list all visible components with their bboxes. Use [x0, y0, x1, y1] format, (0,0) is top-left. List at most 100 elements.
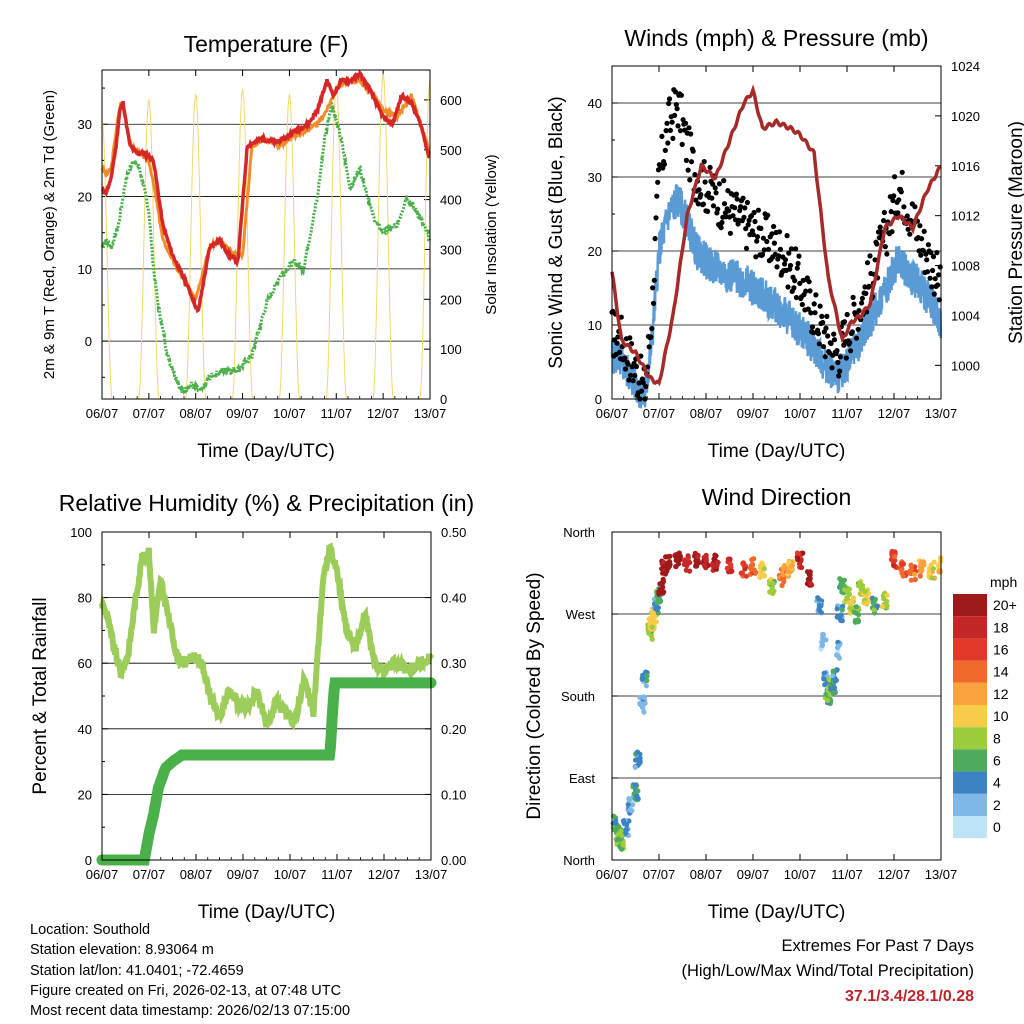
colorbar-label: 8	[993, 730, 1001, 746]
gust-point	[835, 359, 841, 366]
gust-point	[901, 204, 907, 210]
station-info: Location: Southold Station elevation: 8.…	[30, 920, 350, 1021]
x-tick-label: 07/07	[133, 867, 166, 882]
y2-tick-label: 0.50	[441, 525, 466, 540]
gust-point	[734, 196, 740, 202]
gust-point	[935, 282, 941, 288]
extremes-subtitle: (High/Low/Max Wind/Total Precipitation)	[681, 962, 974, 980]
gust-points	[609, 87, 943, 402]
gust-point	[807, 288, 813, 294]
y-tick-label: 20	[588, 244, 602, 259]
gust-point	[700, 201, 707, 207]
colorbar-label: 2	[993, 797, 1001, 813]
plot-frame	[101, 69, 431, 400]
gust-point	[785, 284, 791, 290]
x-tick-label: 10/07	[784, 406, 817, 421]
gust-point	[816, 341, 822, 347]
gust-point	[730, 213, 736, 219]
gust-point	[851, 301, 857, 307]
direction-point	[807, 581, 814, 587]
y2-tick-label: 1012	[951, 209, 980, 224]
direction-point	[834, 667, 840, 673]
solar-insolation-line	[372, 73, 394, 400]
direction-point	[653, 619, 659, 625]
direction-point	[837, 615, 843, 621]
gust-point	[672, 89, 679, 95]
gust-point	[777, 246, 784, 252]
gust-point	[853, 335, 860, 341]
y-axis-label: Sonic Wind & Gust (Blue, Black)	[546, 96, 567, 368]
direction-point	[629, 808, 635, 814]
x-tick-label: 13/07	[925, 406, 958, 421]
direction-point	[640, 704, 646, 711]
solar-insolation-line	[278, 93, 301, 400]
direction-point	[656, 591, 662, 597]
y-tick-label: North	[563, 525, 595, 540]
pressure-line	[610, 84, 942, 387]
gust-point	[921, 228, 927, 234]
gust-point	[936, 272, 942, 278]
gust-point	[924, 257, 930, 263]
colorbar-swatch	[953, 771, 987, 794]
gust-point	[877, 224, 883, 230]
gust-point	[618, 314, 624, 320]
gust-point	[696, 187, 702, 193]
gust-point	[687, 177, 693, 183]
gust-point	[884, 251, 890, 257]
direction-points	[610, 548, 944, 852]
direction-point	[758, 570, 764, 576]
y2-tick-label: 1004	[951, 308, 980, 323]
gust-point	[622, 355, 628, 361]
gust-point	[795, 260, 801, 267]
chart-title: Temperature (F)	[184, 31, 349, 57]
y2-tick-label: 1024	[951, 59, 980, 74]
direction-point	[871, 607, 877, 613]
direction-point	[820, 632, 826, 638]
gust-point	[787, 262, 794, 269]
gust-point	[640, 380, 646, 386]
colorbar-label: 4	[993, 775, 1001, 791]
gust-point	[891, 193, 897, 199]
gust-point	[824, 313, 830, 319]
direction-point	[920, 559, 926, 565]
y2-tick-label: 1000	[951, 358, 980, 373]
direction-point	[632, 782, 638, 788]
direction-point	[819, 642, 826, 648]
gust-point	[907, 231, 913, 237]
gust-point	[831, 331, 837, 337]
direction-point	[695, 554, 701, 560]
chart-title: Wind Direction	[702, 484, 852, 510]
gust-point	[632, 373, 638, 379]
gust-point	[812, 310, 818, 316]
gust-point	[882, 244, 888, 250]
gust-point	[866, 283, 872, 289]
direction-point	[785, 568, 791, 574]
x-tick-label: 08/07	[690, 867, 723, 882]
gust-point	[710, 203, 717, 209]
gust-point	[677, 128, 684, 134]
gust-point	[874, 241, 880, 247]
gust-point	[651, 277, 657, 283]
gust-point	[666, 96, 673, 102]
direction-point	[644, 677, 650, 684]
gust-point	[743, 226, 749, 232]
y-tick-label: South	[561, 689, 595, 704]
direction-point	[673, 557, 679, 564]
gust-point	[828, 340, 834, 347]
gust-point	[771, 223, 777, 230]
direction-point	[641, 695, 648, 701]
y-tick-label: 0	[595, 392, 602, 407]
gust-point	[809, 324, 816, 330]
direction-point	[818, 610, 825, 616]
gust-point	[919, 236, 925, 242]
direction-point	[623, 827, 629, 833]
y2-tick-label: 1008	[951, 259, 980, 274]
gust-point	[744, 199, 751, 206]
y-axis-label: Percent & Total Rainfall	[30, 597, 51, 794]
gust-point	[859, 295, 866, 301]
gust-point	[695, 201, 701, 207]
x-tick-label: 08/07	[179, 406, 212, 421]
gust-point	[653, 215, 659, 221]
gust-point	[923, 251, 929, 257]
y-tick-label: 10	[78, 262, 92, 277]
